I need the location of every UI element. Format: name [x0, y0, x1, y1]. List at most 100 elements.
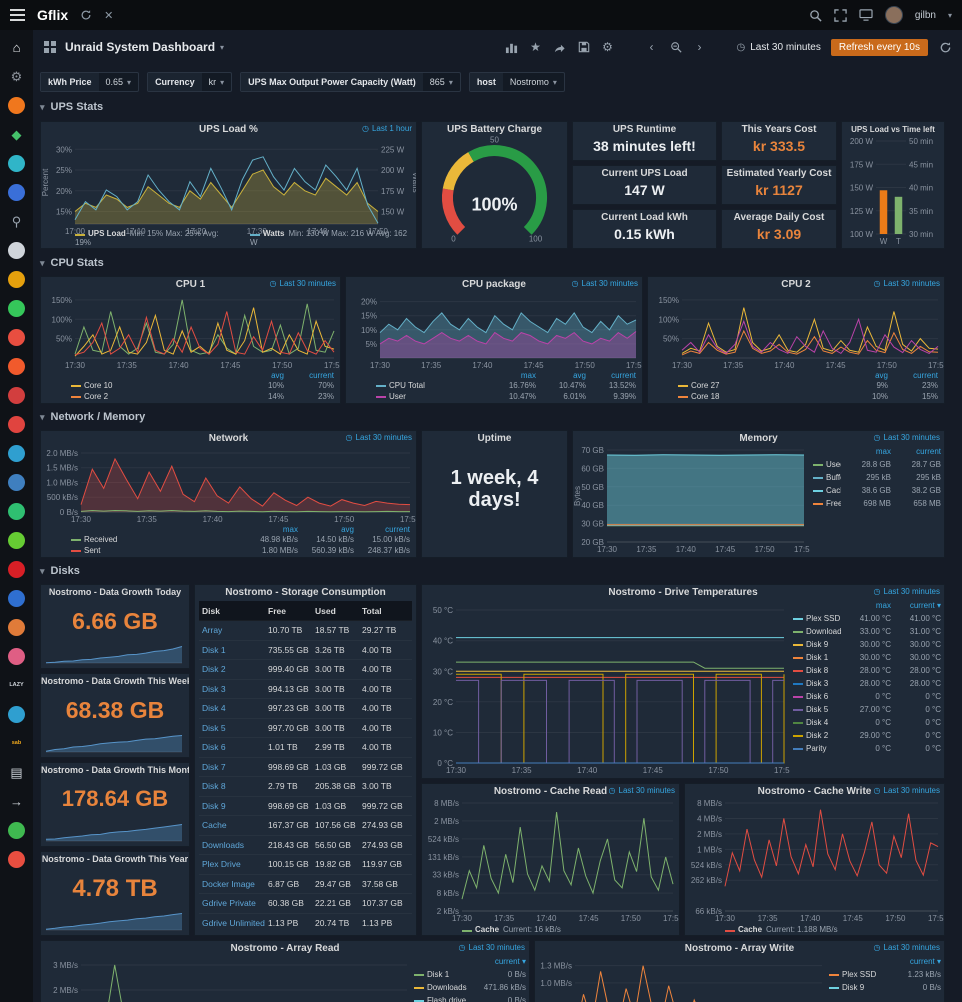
search-icon[interactable] [809, 9, 822, 22]
cache-write-chart[interactable]: 66 kB/s 262 kB/s 524 kB/s 1 MB/s 2 MB/s 4 MB/… [685, 798, 944, 923]
row-header-disks[interactable]: ▾ Disks [40, 565, 80, 577]
time-range-picker[interactable]: ◷ Last 30 minutes [737, 42, 821, 53]
legend-row[interactable]: Plex SSD 41.00 °C 41.00 °C [793, 612, 941, 625]
row-header-cpu-stats[interactable]: ▾ CPU Stats [40, 257, 104, 269]
panel-ups-battery-charge[interactable]: UPS Battery Charge 0 50 100 100% [421, 121, 568, 249]
panel-memory[interactable]: Memory ◷ Last 30 minutes 20 GB 30 GB 40 GB 5… [572, 430, 945, 558]
add-panel-icon[interactable] [505, 39, 519, 55]
panel-data-growth-year[interactable]: Nostromo - Data Growth This Year 4.78 TB [40, 851, 190, 936]
github-icon[interactable] [7, 821, 27, 840]
panel-drive-temperatures[interactable]: Nostromo - Drive Temperatures ◷ Last 30 m… [421, 584, 945, 779]
legend-item[interactable]: Watts Min: 130 W Max: 216 W Avg: 162 W [250, 229, 408, 247]
time-forward-icon[interactable]: › [697, 40, 702, 54]
share-icon[interactable] [553, 39, 567, 55]
panel-ups-runtime[interactable]: UPS Runtime 38 minutes left! [572, 121, 717, 161]
ups-load-chart[interactable]: 15% 20% 25% 30% 150 W 175 W 200 W 225 W 17:00 17:… [41, 136, 416, 236]
panel-cache-write[interactable]: Nostromo - Cache Write ◷ Last 30 minutes … [684, 783, 945, 936]
legend-row[interactable]: Disk 9 30.00 °C 30.00 °C [793, 638, 941, 651]
settings-wrench-icon[interactable]: ⚙ [10, 69, 23, 84]
user-avatar[interactable] [884, 6, 903, 24]
app-crimson-icon[interactable] [7, 850, 27, 869]
hulu-icon[interactable] [7, 531, 27, 550]
legend-row[interactable]: Plex SSD 1.23 kB/s [829, 968, 941, 981]
docker-icon[interactable] [7, 589, 27, 608]
legend-row[interactable]: Parity 0 °C 0 °C [793, 742, 941, 755]
menu-toggle-icon[interactable] [10, 9, 25, 21]
trakt-icon[interactable] [7, 444, 27, 463]
sabnzbd-icon[interactable]: sab [11, 739, 22, 746]
panel-estimated-yearly-cost[interactable]: Estimated Yearly Cost kr 1127 [721, 165, 837, 205]
user-menu-caret-icon[interactable]: ▾ [947, 10, 952, 20]
droplet-icon[interactable] [7, 705, 27, 724]
var-host[interactable]: host Nostromo ▾ [468, 72, 565, 92]
app-green-icon[interactable] [7, 299, 27, 318]
playlist-stop-icon[interactable]: ✕ [104, 9, 114, 22]
panel-network[interactable]: Network ◷ Last 30 minutes 0 B/s 500 kB/s 1.… [40, 430, 417, 558]
panel-storage-consumption[interactable]: Nostromo - Storage Consumption Disk Free… [194, 584, 417, 936]
array-read-chart[interactable]: 0 B/s1 MB/s2 MB/s3 MB/s17:3017:3517:4017… [41, 955, 413, 1002]
table-row[interactable]: Disk 7 998.69 GB 1.03 GB 999.72 GB [199, 758, 412, 777]
app-orange-icon[interactable] [7, 96, 27, 115]
legend-row[interactable]: Downloads 471.86 kB/s [414, 981, 526, 994]
panel-cpu-package[interactable]: CPU package ◷ Last 30 minutes 5% 10% 15% 20%… [345, 276, 643, 404]
cpu1-chart[interactable]: 50% 100% 150% 17:30 17:35 17:40 17:45 17:50 17:5… [41, 291, 340, 370]
panel-data-growth-month[interactable]: Nostromo - Data Growth This Month 178.64… [40, 762, 190, 847]
legend-row[interactable]: Core 18 10% 15% [678, 392, 938, 403]
legend-row[interactable]: Core 27 9% 23% [678, 381, 938, 392]
panel-cpu-2[interactable]: CPU 2 ◷ Last 30 minutes 50% 100% 150% 17:30 1… [647, 276, 945, 404]
app-red-icon[interactable] [7, 328, 27, 347]
legend-item[interactable]: UPS Load Min: 15% Max: 25% Avg: 19% [75, 229, 219, 247]
table-row[interactable]: Gdrive Unlimited 1.13 PB 20.74 TB 1.13 P… [199, 914, 412, 932]
panel-array-read[interactable]: Nostromo - Array Read ◷Last 30 minutes 0… [40, 940, 530, 1002]
fullscreen-icon[interactable] [834, 8, 847, 22]
plex-icon[interactable] [7, 270, 27, 289]
row-header-ups-stats[interactable]: ▾ UPS Stats [40, 101, 104, 113]
legend-row[interactable]: Free 698 MB 658 MB [813, 497, 941, 510]
legend-row[interactable]: CPU Total 16.76% 10.47% 13.52% [376, 381, 636, 392]
panel-array-write[interactable]: Nostromo - Array Write ◷ Last 30 minutes … [534, 940, 945, 1002]
refresh-interval-button[interactable]: Refresh every 10s [830, 38, 928, 56]
legend-row[interactable]: User 10.47% 6.01% 9.39% [376, 392, 636, 403]
legend-row[interactable]: Disk 2 29.00 °C 0 °C [793, 729, 941, 742]
app-green-diamond-icon[interactable]: ◆ [11, 127, 22, 142]
tv-mode-icon[interactable] [859, 9, 873, 21]
save-icon[interactable] [577, 39, 591, 55]
panel-this-years-cost[interactable]: This Years Cost kr 333.5 [721, 121, 837, 161]
search-icon[interactable]: ⚲ [11, 214, 22, 229]
table-row[interactable]: Downloads 218.43 GB 56.50 GB 274.93 GB [199, 836, 412, 855]
ups-load-time-left-chart[interactable]: 100 W 125 W 150 W 175 W 200 W 30 min 35 min 40 … [842, 136, 944, 246]
logout-icon[interactable]: → [10, 794, 23, 809]
table-row[interactable]: Disk 2 999.40 GB 3.00 TB 4.00 TB [199, 660, 412, 680]
panel-data-growth-today[interactable]: Nostromo - Data Growth Today 6.66 GB [40, 584, 190, 669]
cpu2-chart[interactable]: 50% 100% 150% 17:30 17:35 17:40 17:45 17:50 17:5… [648, 291, 944, 370]
var-ups-capacity[interactable]: UPS Max Output Power Capacity (Watt) 865… [240, 72, 461, 92]
table-row[interactable]: Plex Drive 100.15 GB 19.82 GB 119.97 GB [199, 855, 412, 875]
star-icon[interactable]: ★ [530, 40, 541, 54]
cpu-package-chart[interactable]: 5% 10% 15% 20% 17:30 17:35 17:40 17:45 17:50 17:5… [346, 291, 642, 370]
table-row[interactable]: Gdrive Private 60.38 GB 22.21 GB 107.37 … [199, 894, 412, 914]
panel-data-growth-week[interactable]: Nostromo - Data Growth This Week 68.38 G… [40, 673, 190, 758]
time-back-icon[interactable]: ‹ [649, 40, 654, 54]
table-row[interactable]: Disk 8 2.79 TB 205.38 GB 3.00 TB [199, 777, 412, 797]
panel-ups-load-vs-time-left[interactable]: UPS Load vs Time left 100 W 125 W 150 W 175… [841, 121, 945, 249]
legend-row[interactable]: Disk 5 27.00 °C 0 °C [793, 703, 941, 716]
shield-icon[interactable] [7, 386, 27, 405]
legend-row[interactable]: Sent 1.80 MB/s 560.39 kB/s 248.37 kB/s [71, 546, 410, 557]
app-blue-icon[interactable] [7, 183, 27, 202]
var-kwh-price[interactable]: kWh Price 0.65 ▾ [40, 72, 140, 92]
library-icon[interactable]: ▤ [10, 765, 23, 780]
unraid-icon[interactable] [7, 357, 27, 376]
legend-item[interactable]: Cache Current: 1.188 MB/s [725, 925, 838, 934]
table-row[interactable]: Array 10.70 TB 18.57 TB 29.27 TB [199, 621, 412, 641]
cache-read-chart[interactable]: 2 kB/s 8 kB/s 33 kB/s 131 kB/s 524 kB/s 2 MB/… [422, 798, 679, 923]
drive-temps-chart[interactable]: 0 °C 10 °C 20 °C 30 °C 40 °C 50 °C 17:30 17:35 1… [422, 599, 790, 775]
panel-average-daily-cost[interactable]: Average Daily Cost kr 3.09 [721, 209, 837, 249]
table-row[interactable]: Disk 5 997.70 GB 3.00 TB 4.00 TB [199, 719, 412, 738]
panel-cpu-1[interactable]: CPU 1 ◷ Last 30 minutes 50% 100% 150% 17:30 1… [40, 276, 341, 404]
table-row[interactable]: Disk 4 997.23 GB 3.00 TB 4.00 TB [199, 699, 412, 719]
memory-chart[interactable]: 20 GB 30 GB 40 GB 50 GB 60 GB 70 GB 17:30 17:35… [573, 445, 810, 554]
